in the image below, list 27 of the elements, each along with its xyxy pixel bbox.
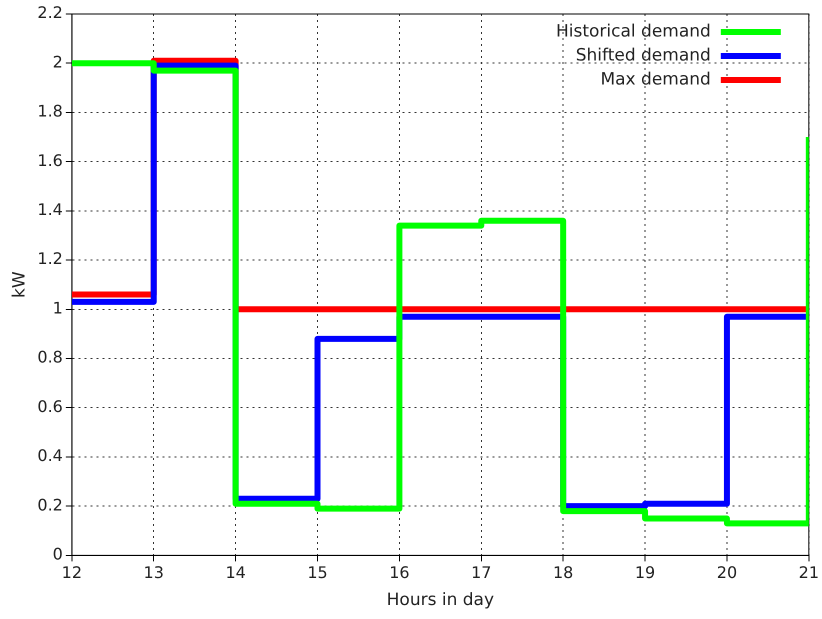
x-tick-label: 21 xyxy=(798,563,819,582)
legend-label: Max demand xyxy=(600,69,711,90)
y-tick-label: 1.4 xyxy=(37,200,63,220)
x-tick-label: 13 xyxy=(144,563,164,582)
y-tick-label: 1.2 xyxy=(37,249,63,268)
y-tick-label: 1.6 xyxy=(37,150,63,170)
y-tick-label: 1.8 xyxy=(37,102,63,121)
y-tick-label: 2.2 xyxy=(37,3,63,22)
y-tick-label: 0.4 xyxy=(37,446,63,466)
y-tick-label: 0.6 xyxy=(37,396,63,416)
x-tick-label: 18 xyxy=(552,563,574,582)
x-axis-title: Hours in day xyxy=(386,590,494,610)
x-tick-label: 20 xyxy=(716,563,738,582)
x-tick-label: 17 xyxy=(471,563,492,582)
x-tick-label: 16 xyxy=(389,563,410,582)
legend-label: Historical demand xyxy=(556,21,711,42)
x-tick-label: 12 xyxy=(62,563,82,582)
y-tick-label: 2 xyxy=(52,52,63,72)
x-tick-label: 19 xyxy=(634,563,656,582)
x-tick-label: 14 xyxy=(225,563,246,582)
y-tick-label: 0.2 xyxy=(37,495,63,514)
legend-label: Shifted demand xyxy=(576,45,711,66)
y-axis-title: kW xyxy=(10,271,30,298)
x-tick-label: 15 xyxy=(307,563,328,582)
y-tick-label: 0.8 xyxy=(37,348,63,367)
y-tick-label: 1 xyxy=(52,298,63,318)
y-tick-label: 0 xyxy=(52,544,63,564)
